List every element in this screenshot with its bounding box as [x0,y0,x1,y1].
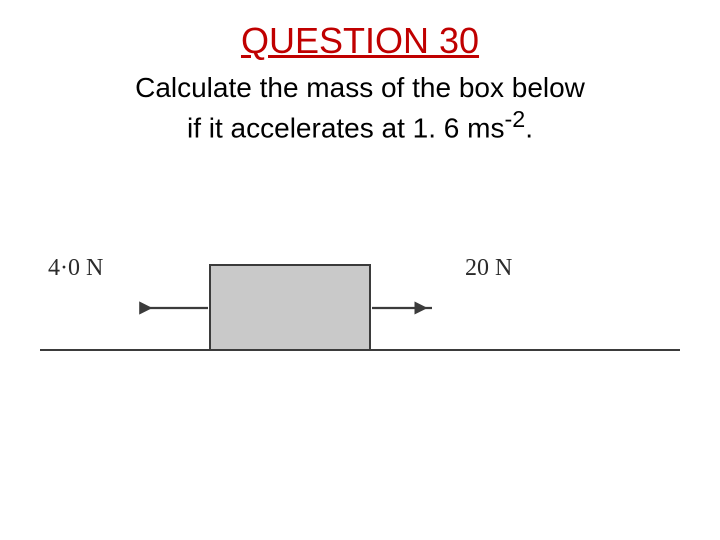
right-force-value: 20 [465,255,489,281]
diagram-svg [30,220,690,400]
slide: QUESTION 30 Calculate the mass of the bo… [0,0,720,540]
box-shape [210,265,370,350]
prompt-line-2: if it accelerates at 1. 6 ms-2. [0,105,720,145]
right-force-label: 20 N [465,255,512,282]
left-force-label: 4·0 N [48,255,103,282]
question-prompt: Calculate the mass of the box below if i… [0,70,720,145]
left-force-value: 4·0 [48,255,80,281]
question-title: QUESTION 30 [0,0,720,62]
prompt-line-2-sup: -2 [504,106,525,132]
prompt-line-1: Calculate the mass of the box below [0,70,720,105]
prompt-line-2-suffix: . [525,112,533,143]
title-text: QUESTION 30 [241,20,479,61]
right-force-unit: N [495,255,512,281]
left-force-unit: N [86,255,103,281]
force-diagram: 4·0 N 20 N [30,220,690,400]
prompt-line-2-prefix: if it accelerates at 1. 6 ms [187,112,504,143]
